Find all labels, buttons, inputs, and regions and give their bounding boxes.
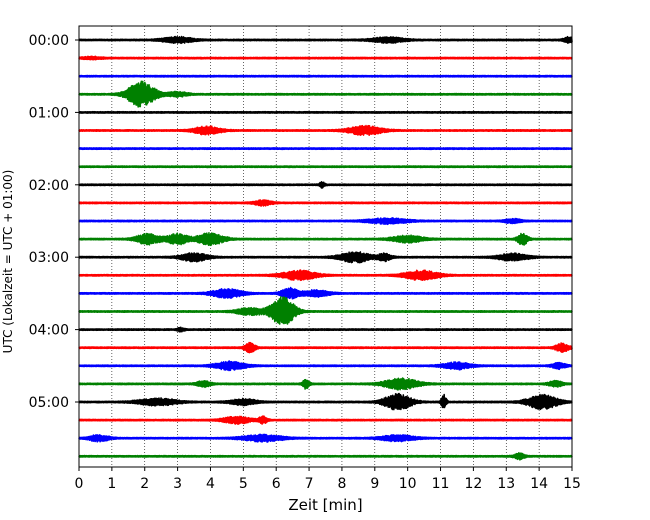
trace-04:30	[78, 360, 573, 372]
trace-01:00	[78, 110, 573, 114]
x-tick-label: 8	[337, 476, 346, 492]
y-axis-ticks: 00:00 01:00 02:00 03:00 04:00 05:00	[29, 33, 79, 411]
trace-05:00	[78, 392, 573, 411]
x-tick-label: 11	[432, 476, 450, 492]
trace-00:30	[78, 74, 573, 78]
x-tick-label: 6	[272, 476, 281, 492]
trace-01:45	[78, 165, 573, 169]
x-tick-label: 1	[107, 476, 116, 492]
x-tick-label: 12	[464, 476, 482, 492]
y-tick-label: 01:00	[29, 105, 69, 121]
x-axis-ticks: 0 1 2 3 4 5 6 7 8 9 10 11 12 13 14 15	[75, 467, 581, 492]
trace-00:00	[78, 35, 573, 45]
x-tick-label: 3	[173, 476, 182, 492]
x-tick-label: 15	[563, 476, 581, 492]
trace-01:15	[78, 124, 573, 137]
trace-03:45	[78, 296, 573, 325]
x-tick-label: 5	[239, 476, 248, 492]
x-tick-label: 2	[140, 476, 149, 492]
x-axis-label: Zeit [min]	[288, 496, 362, 514]
x-tick-label: 7	[305, 476, 314, 492]
trace-00:45	[78, 80, 573, 108]
trace-04:00	[78, 326, 573, 333]
trace-00:15	[78, 55, 573, 61]
x-tick-label: 13	[497, 476, 515, 492]
trace-04:45	[78, 377, 573, 391]
trace-03:15	[78, 269, 573, 282]
plot-frame	[78, 25, 573, 468]
trace-04:15	[78, 341, 573, 354]
y-axis-label: UTC (Lokalzeit = UTC + 01:00)	[1, 170, 15, 354]
trace-05:30	[78, 433, 573, 443]
x-tick-label: 4	[206, 476, 215, 492]
trace-05:15	[78, 415, 573, 425]
x-tick-label: 10	[399, 476, 417, 492]
y-tick-label: 05:00	[29, 395, 69, 411]
trace-02:00	[78, 181, 573, 189]
trace-01:30	[78, 147, 573, 151]
y-tick-label: 04:00	[29, 323, 69, 339]
trace-02:30	[78, 217, 573, 226]
trace-02:45	[78, 231, 573, 247]
y-tick-label: 02:00	[29, 178, 69, 194]
trace-02:15	[78, 199, 573, 207]
x-tick-label: 0	[75, 476, 84, 492]
seismic-traces	[78, 35, 573, 461]
trace-03:00	[78, 251, 573, 264]
trace-03:30	[78, 286, 573, 300]
y-tick-label: 00:00	[29, 33, 69, 49]
trace-05:45	[78, 451, 573, 461]
x-tick-label: 14	[530, 476, 548, 492]
y-tick-label: 03:00	[29, 250, 69, 266]
x-tick-label: 9	[370, 476, 379, 492]
